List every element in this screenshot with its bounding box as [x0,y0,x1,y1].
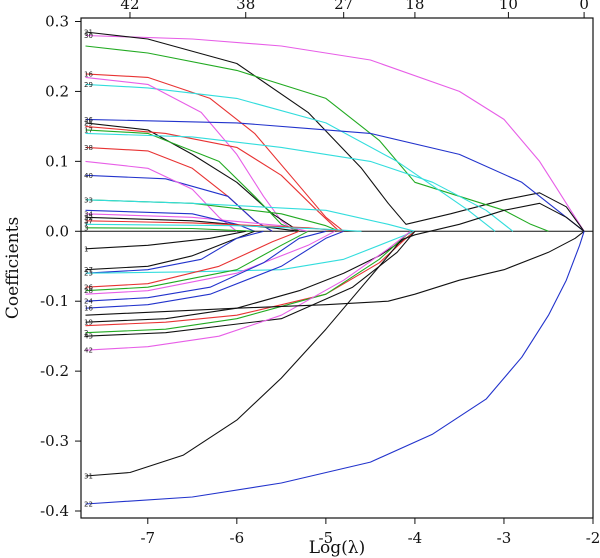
series-label-30: 16 [84,305,93,313]
x-tick-label: -5 [319,529,334,547]
top-tick-label: 0 [579,0,589,13]
x-tick-label: -2 [586,529,600,547]
series-line-27 [85,230,309,292]
series-line-28 [85,230,336,295]
y-tick-label: -0.2 [40,362,69,380]
series-line-29 [85,230,327,302]
series-line-3 [85,73,345,232]
x-tick-label: -6 [230,529,245,547]
y-tick-label: 0.2 [45,82,69,100]
y-tick-label: 0.1 [45,152,69,170]
y-tick-label: 0.0 [45,222,69,240]
series-label-10: 38 [84,144,93,152]
series-line-37 [85,202,585,477]
series-label-9: 17 [84,126,93,134]
series-line-12 [85,174,273,232]
y-tick-label: -0.4 [40,502,69,520]
top-tick-label: 10 [499,0,518,13]
series-line-5 [85,76,296,232]
y-axis-title: Coefficients [3,217,23,319]
x-axis-title: Log(λ) [309,538,365,558]
series-line-31 [85,230,416,323]
series-label-27: 28 [84,287,93,295]
y-tick-label: -0.3 [40,432,69,450]
series-line-20 [85,223,362,232]
series-line-1 [85,31,585,232]
series-line-25 [85,230,416,274]
series-line-26 [85,230,300,288]
x-tick-label: -4 [408,529,423,547]
top-tick-label: 42 [120,0,139,13]
series-label-0: 30 [84,32,93,40]
series-label-12: 40 [84,172,93,180]
series-label-21: 3 [84,224,88,232]
series-label-35: 42 [84,347,93,355]
axis-layer: 0.3 0.2 0.1 0.0 -0.1 -0.2 -0.3 -0.4 -7 -6 -5 -4 -3 -2… [40,0,600,547]
series-line-24 [85,230,264,274]
series-label-23: 27 [84,266,93,274]
series-layer [85,31,585,505]
series-line-22 [85,230,246,250]
series-line-6 [85,118,585,232]
top-tick-label: 27 [334,0,353,13]
series-line-23 [85,230,255,271]
series-label-16: 34 [84,210,93,218]
series-label-6: 36 [84,116,93,124]
series-label-31: 19 [84,319,93,327]
series-label-4: 29 [84,81,93,89]
series-label-3: 16 [84,70,93,78]
series-line-8 [85,125,340,232]
series-label-37: 31 [84,473,93,481]
series-label-1: 21 [84,28,93,36]
series-line-36 [85,230,585,316]
series-line-30 [85,230,344,309]
series-line-9 [85,129,300,232]
series-line-2 [85,45,549,232]
top-tick-label: 18 [405,0,424,13]
series-label-24: 23 [84,270,93,278]
series-line-17 [85,209,255,232]
x-tick-label: -7 [140,529,155,547]
series-label-20: 7 [84,221,88,229]
y-tick-label: 0.3 [45,12,69,30]
series-label-19: 37 [84,217,93,225]
series-label-18: 32 [84,214,93,222]
series-line-15 [85,199,416,232]
series-line-34 [85,230,416,337]
series-line-4 [85,83,496,232]
series-line-38 [85,231,585,505]
y-tick-label: -0.1 [40,292,69,310]
series-line-21 [85,227,255,232]
series-label-7: 25 [84,119,93,127]
series-label-22: 1 [84,245,88,253]
series-label-layer: 3021162936251738403334323773127232628241… [84,28,93,508]
series-label-14: 33 [84,196,93,204]
series-line-35 [85,230,411,351]
series-label-33: 2 [84,329,88,337]
series-label-29: 24 [84,298,93,306]
series-label-38: 22 [84,501,93,509]
series-line-11 [85,132,514,232]
plot-frame [80,17,594,519]
x-tick-label: -3 [497,529,512,547]
series-label-34: 43 [84,333,93,341]
top-tick-label: 38 [236,0,255,13]
series-line-0 [85,34,585,232]
series-line-7 [85,122,300,232]
series-label-26: 26 [84,284,93,292]
